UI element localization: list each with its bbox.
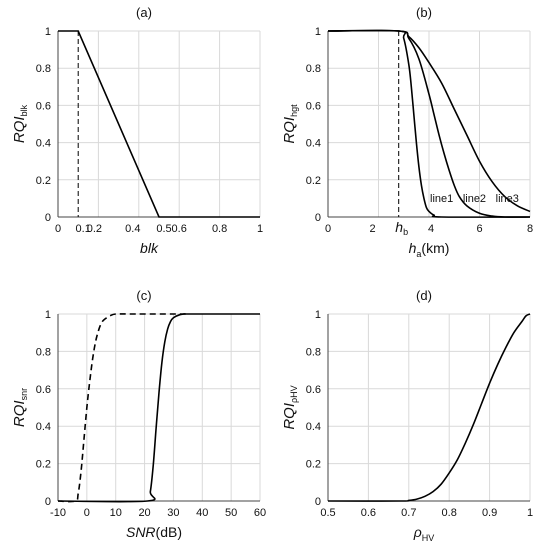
y-axis-label: RQIρHV (281, 385, 299, 429)
series-line-1 (57, 313, 260, 503)
y-tick-label: 0.2 (36, 175, 51, 187)
x-tick-label: 0 (55, 223, 61, 235)
series-line-line1 (327, 29, 531, 218)
y-tick-label: 0 (315, 496, 321, 508)
y-tick-label: 1 (315, 26, 321, 38)
y-tick-label: 0.6 (36, 384, 51, 396)
x-tick-label: 60 (254, 507, 266, 519)
x-tick-label: 0 (325, 223, 331, 235)
y-tick-label: 0.2 (306, 175, 321, 187)
y-tick-label: 0.8 (306, 63, 321, 75)
x-tick-label: -10 (50, 507, 66, 519)
y-tick-label: 1 (315, 309, 321, 321)
y-axis-label: RQIhgt (281, 104, 299, 144)
series-annotation-line1: line1 (430, 193, 453, 205)
y-axis-label: RQIblk (11, 104, 29, 143)
x-tick-label: 0.2 (87, 223, 102, 235)
series-line-0 (57, 313, 188, 503)
series-annotation-line2: line2 (463, 193, 486, 205)
series-line-0 (58, 30, 260, 218)
y-tick-label: 0.2 (306, 459, 321, 471)
x-tick-label: 0.8 (442, 507, 457, 519)
panel-label: (a) (136, 5, 152, 20)
x-tick-label-extra: 0.1 (76, 223, 91, 235)
x-axis-label: SNR(dB) (126, 524, 182, 540)
x-axis-label: ha(km) (409, 240, 450, 259)
x-tick-label: 0.8 (212, 223, 227, 235)
x-axis-label: ρHV (413, 524, 435, 543)
x-tick-label: 10 (110, 507, 122, 519)
panel-2: -10 0 10 20 30 40 50 6000.20.40.60.81(c)SNR(dB)… (11, 288, 266, 540)
y-tick-label: 0.8 (36, 63, 51, 75)
y-tick-label: 1 (45, 309, 51, 321)
panel-1: 0 2 4 6 8 hb 0 0.2 0.4 0.6 0.8 1 (b) ha(km) RQIhgt line… (281, 5, 533, 259)
x-tick-label: 0.5 (320, 507, 335, 519)
series-annotation-line3: line3 (496, 193, 519, 205)
panel-label: (c) (136, 288, 151, 303)
y-tick-label: 0.2 (36, 459, 51, 471)
x-tick-label: 30 (167, 507, 179, 519)
panel-0: 0 0.2 0.4 0.6 0.8 1 0.1 0.5 0 0.2 0.4 0.6 0.8 1 (a) blk… (11, 5, 263, 256)
y-tick-label: 0.6 (306, 100, 321, 112)
x-tick-label-extra: 0.5 (156, 223, 171, 235)
y-tick-label: 0.4 (306, 421, 321, 433)
x-tick-label: 0 (84, 507, 90, 519)
x-tick-label: 0.9 (482, 507, 497, 519)
y-tick-label: 0 (315, 212, 321, 224)
x-tick-label-extra: hb (395, 219, 408, 237)
x-tick-label: 6 (476, 223, 482, 235)
series-line-line2 (327, 29, 531, 218)
panel-label: (b) (416, 5, 432, 20)
series-line-line3 (327, 29, 531, 213)
y-tick-label: 0.6 (36, 100, 51, 112)
x-tick-label: 4 (428, 223, 434, 235)
series-line-0 (327, 313, 531, 502)
x-tick-label: 0.6 (172, 223, 187, 235)
x-tick-label: 0.6 (361, 507, 376, 519)
x-axis-label: blk (140, 240, 159, 256)
x-tick-label: 2 (369, 223, 375, 235)
y-tick-label: 0.4 (306, 138, 321, 150)
x-tick-label: 50 (225, 507, 237, 519)
y-tick-label: 0.8 (306, 346, 321, 358)
x-tick-label: 40 (196, 507, 208, 519)
panel-label: (d) (416, 288, 432, 303)
y-tick-label: 0 (45, 496, 51, 508)
x-tick-label: 1 (257, 223, 263, 235)
x-tick-label: 0.4 (125, 223, 140, 235)
y-tick-label: 0.6 (306, 384, 321, 396)
x-tick-label: 0.7 (401, 507, 416, 519)
panel-3: 0.5 0.6 0.7 0.8 0.9 1 0 0.2 0.4 0.6 0.8 1 (d) ρHV RQIρ… (281, 288, 533, 543)
y-tick-label: 0.4 (36, 421, 51, 433)
y-tick-label: 1 (45, 26, 51, 38)
x-tick-label: 20 (138, 507, 150, 519)
y-tick-label: 0.4 (36, 138, 51, 150)
x-tick-label: 8 (527, 223, 533, 235)
y-tick-label: 0 (45, 212, 51, 224)
y-axis-label: RQIsnr (11, 388, 29, 427)
x-tick-label: 1 (527, 507, 533, 519)
y-tick-label: 0.8 (36, 346, 51, 358)
